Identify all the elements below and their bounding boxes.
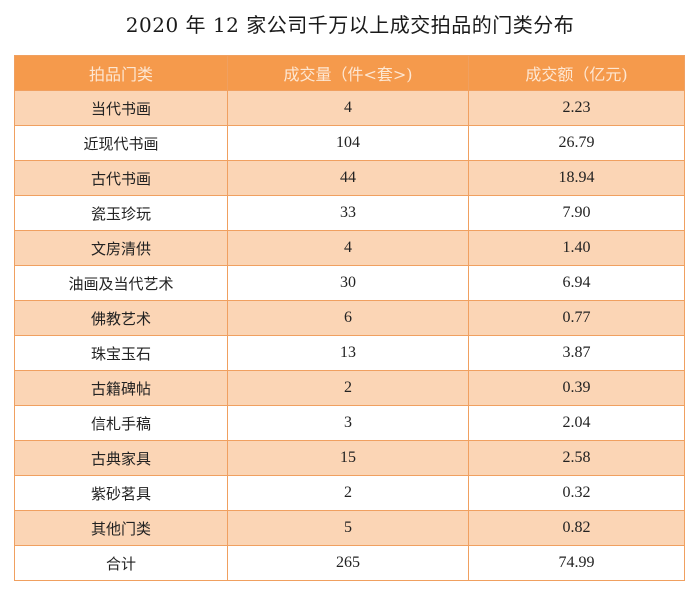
cell-count: 4 — [227, 230, 469, 266]
cell-amount: 0.39 — [468, 370, 685, 406]
table-total-row: 合计 265 74.99 — [14, 545, 685, 581]
table-row: 信札手稿 3 2.04 — [14, 405, 685, 441]
cell-amount: 2.04 — [468, 405, 685, 441]
cell-count: 33 — [227, 195, 469, 231]
cell-amount: 3.87 — [468, 335, 685, 371]
cell-category: 油画及当代艺术 — [14, 265, 228, 301]
table-row: 近现代书画 104 26.79 — [14, 125, 685, 161]
cell-count: 265 — [227, 545, 469, 581]
cell-count: 2 — [227, 370, 469, 406]
cell-amount: 26.79 — [468, 125, 685, 161]
cell-category: 瓷玉珍玩 — [14, 195, 228, 231]
table-row: 珠宝玉石 13 3.87 — [14, 335, 685, 371]
cell-amount: 6.94 — [468, 265, 685, 301]
table-row: 佛教艺术 6 0.77 — [14, 300, 685, 336]
cell-category: 古典家具 — [14, 440, 228, 476]
header-amount: 成交额（亿元) — [468, 55, 685, 91]
cell-count: 2 — [227, 475, 469, 511]
cell-category: 紫砂茗具 — [14, 475, 228, 511]
cell-category: 当代书画 — [14, 90, 228, 126]
cell-count: 6 — [227, 300, 469, 336]
cell-count: 4 — [227, 90, 469, 126]
table-row: 紫砂茗具 2 0.32 — [14, 475, 685, 511]
header-count: 成交量（件<套>) — [227, 55, 469, 91]
table-row: 当代书画 4 2.23 — [14, 90, 685, 126]
cell-category: 文房清供 — [14, 230, 228, 266]
cell-count: 13 — [227, 335, 469, 371]
table-row: 古籍碑帖 2 0.39 — [14, 370, 685, 406]
page-title: 2020 年 12 家公司千万以上成交拍品的门类分布 — [125, 13, 575, 37]
cell-category: 佛教艺术 — [14, 300, 228, 336]
cell-count: 104 — [227, 125, 469, 161]
cell-category: 其他门类 — [14, 510, 228, 546]
cell-category: 古籍碑帖 — [14, 370, 228, 406]
cell-amount: 0.32 — [468, 475, 685, 511]
table-row: 油画及当代艺术 30 6.94 — [14, 265, 685, 301]
cell-amount: 2.58 — [468, 440, 685, 476]
cell-category: 合计 — [14, 545, 228, 581]
cell-amount: 0.77 — [468, 300, 685, 336]
table-row: 瓷玉珍玩 33 7.90 — [14, 195, 685, 231]
table-row: 古典家具 15 2.58 — [14, 440, 685, 476]
cell-amount: 2.23 — [468, 90, 685, 126]
table-header-row: 拍品门类 成交量（件<套>) 成交额（亿元) — [14, 55, 685, 91]
cell-category: 古代书画 — [14, 160, 228, 196]
table-row: 文房清供 4 1.40 — [14, 230, 685, 266]
cell-amount: 1.40 — [468, 230, 685, 266]
category-distribution-table: 拍品门类 成交量（件<套>) 成交额（亿元) 当代书画 4 2.23 近现代书画 10… — [14, 55, 685, 581]
cell-amount: 0.82 — [468, 510, 685, 546]
cell-count: 30 — [227, 265, 469, 301]
cell-count: 15 — [227, 440, 469, 476]
cell-amount: 74.99 — [468, 545, 685, 581]
cell-category: 信札手稿 — [14, 405, 228, 441]
table-row: 其他门类 5 0.82 — [14, 510, 685, 546]
header-category: 拍品门类 — [14, 55, 228, 91]
table-row: 古代书画 44 18.94 — [14, 160, 685, 196]
cell-amount: 7.90 — [468, 195, 685, 231]
cell-category: 珠宝玉石 — [14, 335, 228, 371]
cell-category: 近现代书画 — [14, 125, 228, 161]
cell-count: 44 — [227, 160, 469, 196]
cell-count: 5 — [227, 510, 469, 546]
cell-amount: 18.94 — [468, 160, 685, 196]
cell-count: 3 — [227, 405, 469, 441]
